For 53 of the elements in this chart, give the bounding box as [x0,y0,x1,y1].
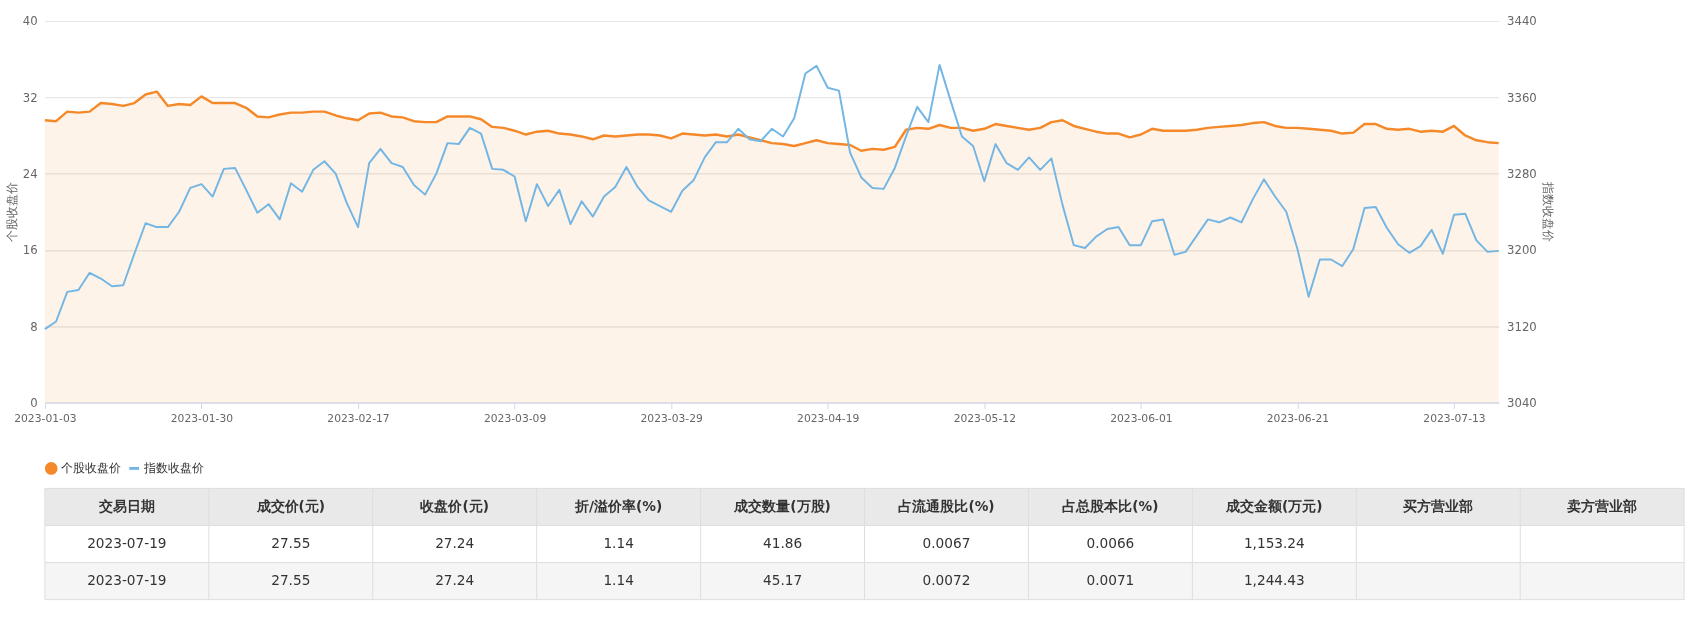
category-label: 买方营业部 [1403,497,1474,514]
text: 2023-07-19 [87,572,167,589]
x-tick-label: 2023-01-03 [14,411,77,425]
x-tick-label: 2023-06-01 [1110,411,1173,425]
text: 1.14 [603,534,634,551]
y-tick-label: 32 [22,90,38,105]
y-tick-label: 0 [30,395,38,410]
category-label: 成交价(元) [255,497,326,514]
category-label: 占总股本比(%) [1062,497,1159,514]
category-label: 交易日期 [97,497,155,514]
category-label: 占流通股比(%) [898,497,995,514]
text: 27.55 [271,572,311,589]
text: 1.14 [603,572,634,589]
y2-tick-label: 3440 [1507,14,1537,29]
x-tick-label: 2023-05-12 [953,411,1016,425]
text: 1,244.43 [1243,572,1305,589]
x-tick-label: 2023-06-21 [1266,411,1330,425]
x-tick-label: 2023-03-09 [483,411,547,425]
text: 0.0066 [1086,534,1135,551]
text: 45.17 [763,572,803,589]
text: 0.0067 [922,534,971,551]
category-label: 成交金额(万元) [1225,497,1323,514]
y2-tick-label: 3120 [1507,319,1537,334]
y-axis-title: 个股收盘价 [4,182,19,243]
legend-label: 个股收盘价 [61,461,122,476]
x-tick-label: 2023-03-29 [640,411,703,425]
text: 2023-07-19 [87,534,167,551]
text: 1,153.24 [1243,534,1305,551]
y2-tick-label: 3280 [1507,167,1537,182]
category-label: 收盘价(元) [420,497,489,514]
y2-axis-title: 指数收盘价 [1540,181,1555,243]
text: 0.0072 [922,572,971,589]
text: 27.24 [435,572,475,589]
category-label: 成交数量(万股) [733,497,831,514]
x-tick-label: 2023-02-17 [327,411,390,425]
x-tick-label: 2023-04-19 [797,411,860,425]
text: 0.0071 [1086,572,1135,589]
y2-tick-label: 3200 [1507,243,1537,258]
y-tick-label: 40 [22,14,38,29]
y2-tick-label: 3360 [1507,90,1537,105]
y2-tick-label: 3040 [1507,395,1537,410]
category-label: 折/溢价率(%) [574,497,663,514]
text: 27.24 [435,534,475,551]
y-tick-label: 16 [22,243,38,258]
x-tick-label: 2023-01-30 [170,411,234,425]
y-tick-label: 24 [22,167,38,182]
y-tick-label: 8 [30,319,38,334]
category-label: 卖方营业部 [1567,497,1638,514]
legend-label: 指数收盘价 [143,461,205,476]
line-series [43,63,1500,331]
text: 27.55 [271,534,311,551]
text: 41.86 [763,534,803,551]
x-tick-label: 2023-07-13 [1423,411,1486,425]
